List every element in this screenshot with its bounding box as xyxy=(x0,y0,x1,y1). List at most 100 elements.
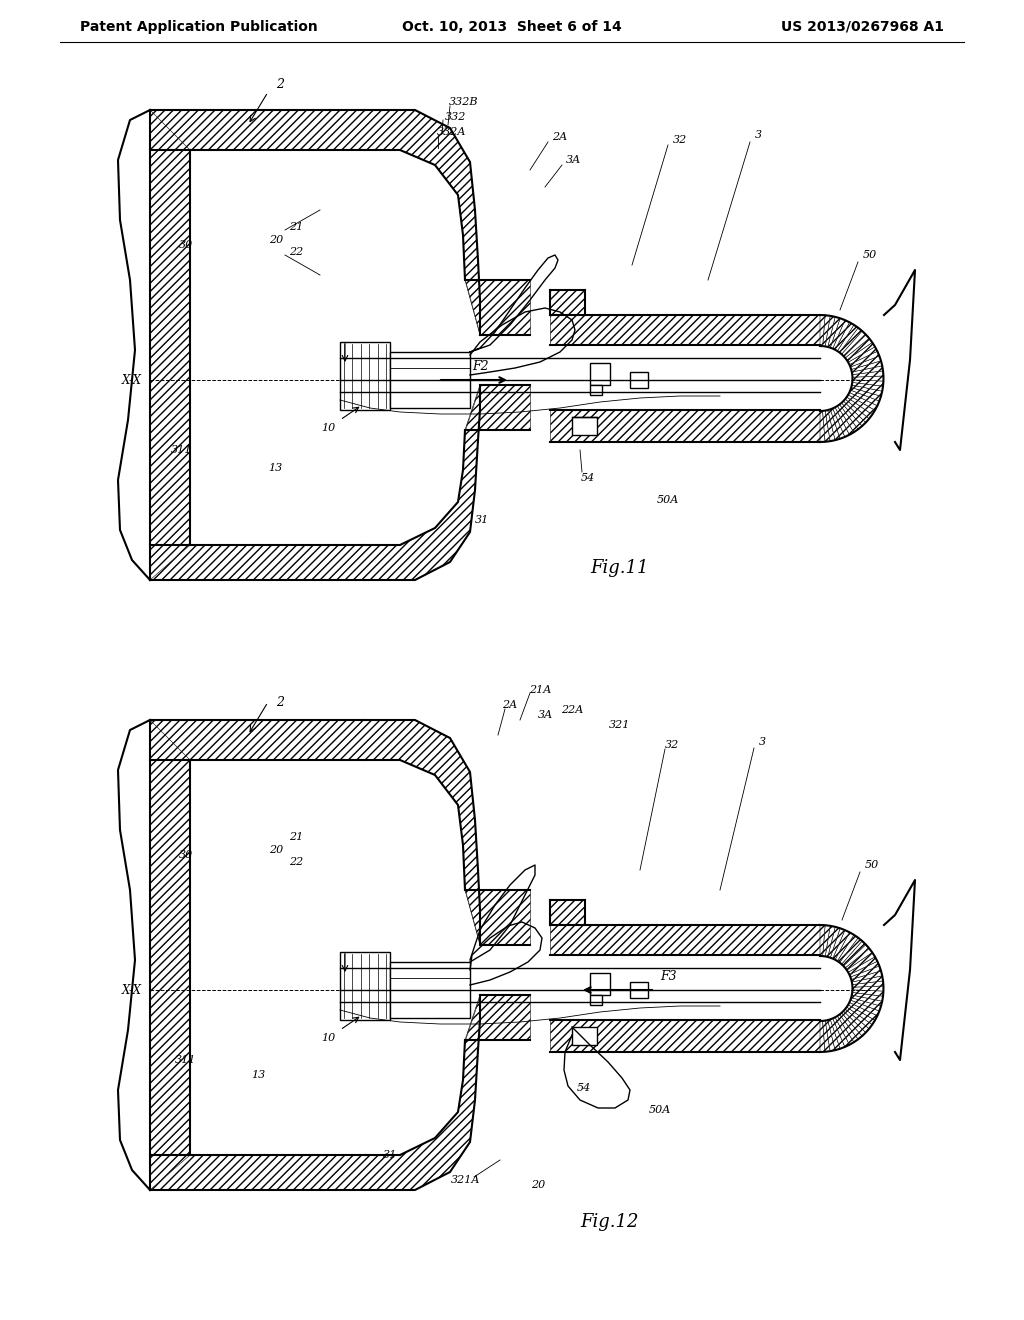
Text: 20: 20 xyxy=(530,1180,545,1191)
Bar xyxy=(630,982,648,998)
Polygon shape xyxy=(550,925,820,954)
Text: 54: 54 xyxy=(581,473,595,483)
Polygon shape xyxy=(852,990,884,997)
Polygon shape xyxy=(842,1011,866,1036)
Polygon shape xyxy=(850,998,881,1011)
Text: 50A: 50A xyxy=(649,1105,671,1115)
Bar xyxy=(590,995,602,1005)
Polygon shape xyxy=(822,411,830,442)
Text: 22A: 22A xyxy=(561,705,583,715)
Polygon shape xyxy=(849,351,880,367)
Polygon shape xyxy=(851,385,883,396)
Polygon shape xyxy=(840,403,862,429)
Polygon shape xyxy=(822,925,830,957)
Text: 332: 332 xyxy=(445,112,467,121)
Polygon shape xyxy=(850,388,881,401)
Text: 21: 21 xyxy=(289,222,303,232)
Text: 22: 22 xyxy=(289,247,303,257)
Polygon shape xyxy=(851,360,883,372)
Polygon shape xyxy=(850,966,881,979)
Polygon shape xyxy=(820,925,825,956)
Polygon shape xyxy=(820,315,825,346)
Polygon shape xyxy=(827,1019,840,1051)
Text: 2: 2 xyxy=(276,696,284,709)
Polygon shape xyxy=(848,347,878,364)
Polygon shape xyxy=(842,941,866,966)
Polygon shape xyxy=(827,927,840,958)
Polygon shape xyxy=(550,900,585,925)
Text: 21: 21 xyxy=(289,832,303,842)
Polygon shape xyxy=(852,975,883,985)
Polygon shape xyxy=(848,392,878,411)
Text: 32: 32 xyxy=(665,741,679,750)
Polygon shape xyxy=(850,356,881,370)
Text: 13: 13 xyxy=(251,1071,265,1080)
Text: 3: 3 xyxy=(759,737,766,747)
Polygon shape xyxy=(838,325,858,352)
Text: 2: 2 xyxy=(276,78,284,91)
Polygon shape xyxy=(842,401,866,426)
Text: 13: 13 xyxy=(268,463,283,473)
Polygon shape xyxy=(848,957,878,974)
Text: Oct. 10, 2013  Sheet 6 of 14: Oct. 10, 2013 Sheet 6 of 14 xyxy=(402,20,622,34)
Bar xyxy=(572,1027,597,1045)
Text: 311: 311 xyxy=(175,1055,197,1065)
Polygon shape xyxy=(150,719,190,1191)
Text: 2A: 2A xyxy=(552,132,567,143)
Polygon shape xyxy=(845,338,872,360)
Text: 332B: 332B xyxy=(450,96,479,107)
Polygon shape xyxy=(851,995,883,1006)
Polygon shape xyxy=(830,1019,845,1048)
Polygon shape xyxy=(840,327,862,354)
Polygon shape xyxy=(845,948,872,970)
Polygon shape xyxy=(836,407,854,434)
Polygon shape xyxy=(830,928,845,958)
Text: 21A: 21A xyxy=(528,685,551,696)
Text: X-X: X-X xyxy=(122,374,142,387)
Polygon shape xyxy=(838,1015,858,1043)
Text: 50A: 50A xyxy=(656,495,679,506)
Polygon shape xyxy=(833,931,850,960)
Text: 22: 22 xyxy=(289,857,303,867)
Polygon shape xyxy=(852,376,884,381)
Polygon shape xyxy=(825,1020,836,1051)
Polygon shape xyxy=(852,981,884,987)
Polygon shape xyxy=(845,397,872,418)
Polygon shape xyxy=(465,280,530,335)
Polygon shape xyxy=(851,970,883,982)
Text: 54: 54 xyxy=(577,1082,591,1093)
Text: US 2013/0267968 A1: US 2013/0267968 A1 xyxy=(781,20,944,34)
Polygon shape xyxy=(465,890,530,945)
Text: 32: 32 xyxy=(673,135,687,145)
Polygon shape xyxy=(150,110,190,579)
Polygon shape xyxy=(838,404,858,432)
Text: 3: 3 xyxy=(755,129,762,140)
Polygon shape xyxy=(830,408,845,438)
Text: 50: 50 xyxy=(863,249,878,260)
Polygon shape xyxy=(852,986,884,991)
Text: 30: 30 xyxy=(179,850,194,861)
Text: 332A: 332A xyxy=(437,127,467,137)
Polygon shape xyxy=(844,334,869,358)
Polygon shape xyxy=(852,366,883,375)
Polygon shape xyxy=(822,1020,830,1052)
Text: 321: 321 xyxy=(609,719,631,730)
Polygon shape xyxy=(827,317,840,347)
Text: 3A: 3A xyxy=(538,710,553,719)
Polygon shape xyxy=(840,937,862,964)
Polygon shape xyxy=(465,995,530,1040)
Polygon shape xyxy=(836,1016,854,1044)
Polygon shape xyxy=(847,1005,874,1024)
Polygon shape xyxy=(838,935,858,962)
Bar xyxy=(630,372,648,388)
Text: 30: 30 xyxy=(179,240,194,249)
Polygon shape xyxy=(844,945,869,968)
Bar xyxy=(390,352,470,408)
Polygon shape xyxy=(836,932,854,961)
Polygon shape xyxy=(827,409,840,440)
Polygon shape xyxy=(842,331,866,356)
Polygon shape xyxy=(845,1007,872,1028)
Polygon shape xyxy=(848,1002,878,1020)
Text: F3: F3 xyxy=(659,969,676,982)
Text: 10: 10 xyxy=(321,422,335,433)
